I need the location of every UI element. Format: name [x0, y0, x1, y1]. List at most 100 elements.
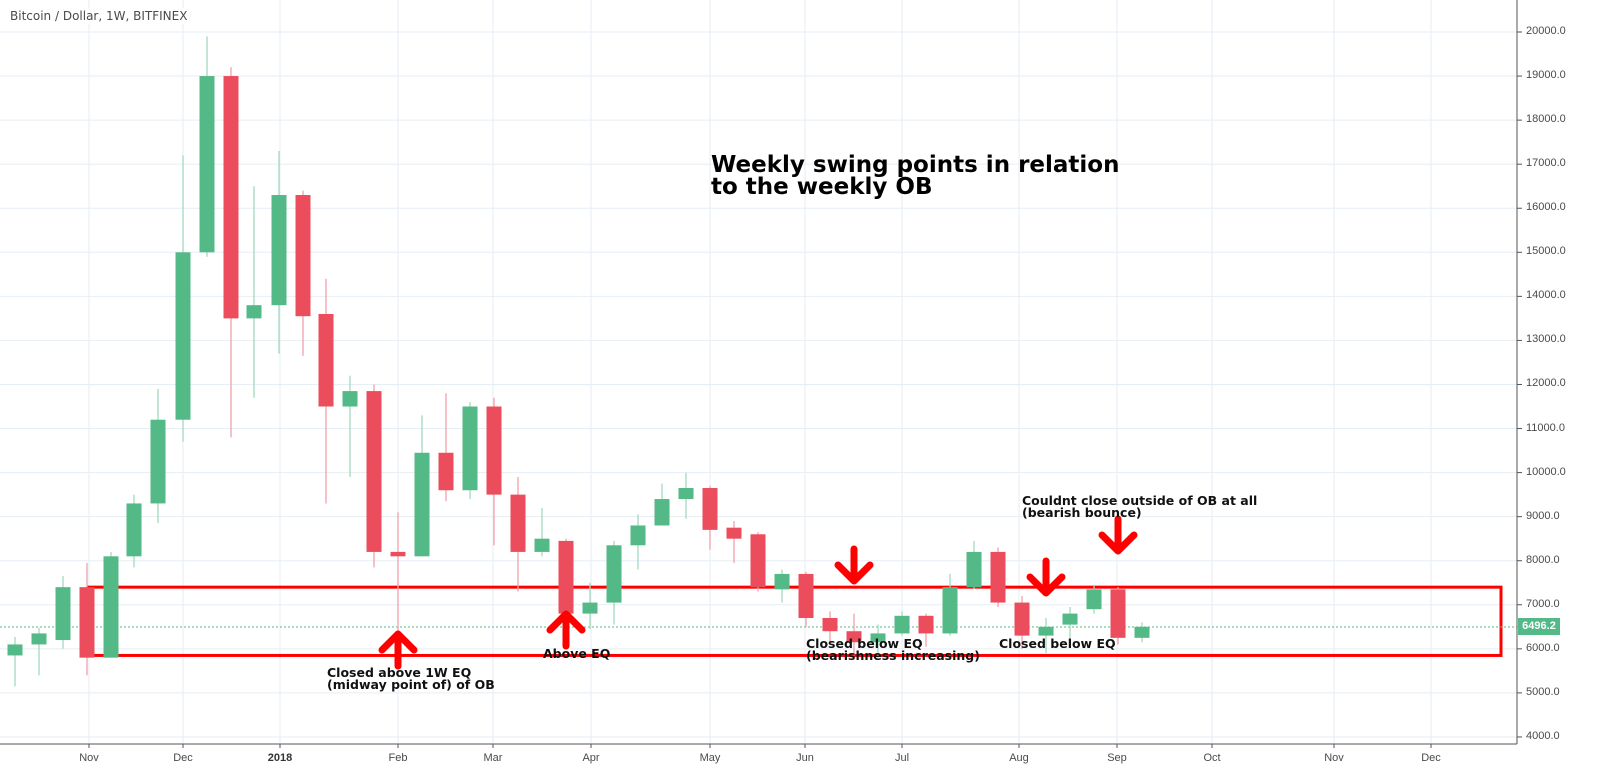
candle-bullish[interactable] [654, 483, 670, 526]
candle-bearish[interactable] [822, 611, 838, 643]
price-axis-label: 5000.0 [1526, 685, 1560, 698]
candle-bearish[interactable] [366, 384, 382, 568]
candle-bearish[interactable] [918, 613, 934, 647]
candle-bullish[interactable] [942, 573, 958, 636]
annotation-above-eq[interactable]: Above EQ [543, 646, 611, 661]
candle-body [390, 551, 406, 557]
candle-bullish[interactable] [966, 540, 982, 590]
candle-bearish[interactable] [798, 571, 814, 627]
arrow-down-icon[interactable] [1098, 515, 1138, 555]
candle-bullish[interactable] [678, 472, 694, 519]
price-axis-label: 14000.0 [1526, 289, 1566, 302]
candles[interactable] [7, 36, 1150, 687]
candle-body [271, 195, 287, 306]
annotation-closed-below-eq[interactable]: Closed below EQ [999, 636, 1116, 651]
candle-bearish[interactable] [750, 532, 766, 592]
candle-bullish[interactable] [1134, 622, 1150, 643]
candle-body [55, 587, 71, 641]
candle-bearish[interactable] [846, 613, 862, 656]
candle-bearish[interactable] [726, 521, 742, 563]
candle-bearish[interactable] [79, 562, 95, 676]
candle-body [534, 538, 550, 552]
candle-bullish[interactable] [246, 186, 262, 398]
candle-bullish[interactable] [582, 582, 598, 630]
candle-bearish[interactable] [390, 512, 406, 649]
candle-bearish[interactable] [223, 67, 239, 438]
time-axis-label: May [699, 752, 721, 764]
candle-bullish[interactable] [175, 155, 191, 442]
candle-body [966, 551, 982, 588]
candle-bullish[interactable] [534, 507, 550, 557]
annotation-closed-below-eq-bearishness[interactable]: Closed below EQ (bearishness increasing) [806, 636, 980, 663]
candle-bearish[interactable] [510, 477, 526, 592]
candle-bearish[interactable] [1014, 595, 1030, 649]
candle-bearish[interactable] [438, 393, 454, 502]
candle-body [774, 573, 790, 590]
time-axis-label: Nov [1324, 752, 1344, 764]
candle-body [582, 602, 598, 614]
candle-bullish[interactable] [342, 375, 358, 478]
time-axis-label: Jun [796, 752, 814, 764]
candle-body [414, 452, 430, 557]
candle-body [870, 633, 886, 643]
time-axis-label: Oct [1203, 752, 1221, 764]
arrow-up-icon[interactable] [546, 610, 586, 650]
candle-bearish[interactable] [990, 547, 1006, 607]
arrow-up-icon[interactable] [378, 630, 418, 670]
candle-body [606, 545, 622, 603]
order-block-box[interactable] [87, 585, 1503, 657]
candle-bullish[interactable] [1062, 606, 1078, 638]
candle-body [702, 488, 718, 530]
annotation-couldnt-close-outside[interactable]: Couldnt close outside of OB at all (bear… [1022, 493, 1258, 520]
candle-bearish[interactable] [318, 278, 334, 504]
price-axis-label: 19000.0 [1526, 69, 1566, 82]
candle-bullish[interactable] [55, 576, 71, 649]
candle-body [366, 391, 382, 552]
candle-bullish[interactable] [150, 388, 166, 524]
price-axis-label: 15000.0 [1526, 245, 1566, 258]
candle-bearish[interactable] [295, 190, 311, 356]
candle-bullish[interactable] [271, 150, 287, 354]
candle-bullish[interactable] [894, 611, 910, 636]
candle-body [630, 525, 646, 546]
candle-bullish[interactable] [7, 636, 23, 687]
time-axis-label: Mar [483, 752, 503, 764]
candle-bullish[interactable] [103, 551, 119, 658]
candle-bearish[interactable] [486, 397, 502, 546]
candle-bullish[interactable] [606, 540, 622, 625]
arrow-down-icon[interactable] [1026, 557, 1066, 597]
price-axis-label: 13000.0 [1526, 333, 1566, 346]
candle-bullish[interactable] [199, 36, 215, 257]
time-axis-label: Nov [79, 752, 99, 764]
arrow-down-icon[interactable] [834, 545, 874, 585]
candle-bullish[interactable] [630, 514, 646, 570]
candle-bullish[interactable] [1086, 584, 1102, 614]
annotation-arrows[interactable] [378, 515, 1138, 670]
candle-bullish[interactable] [31, 627, 47, 676]
chart-annotation-title[interactable]: Weekly swing points in relation to the w… [711, 152, 1120, 200]
candle-bullish[interactable] [870, 624, 886, 658]
price-axis-label: 20000.0 [1526, 25, 1566, 37]
candle-body [7, 644, 23, 656]
candle-body [175, 252, 191, 420]
candle-bullish[interactable] [774, 569, 790, 603]
candle-body [918, 615, 934, 634]
annotation-closed-above-1w-eq[interactable]: Closed above 1W EQ (midway point of) of … [327, 665, 495, 692]
price-axis-label: 8000.0 [1526, 553, 1560, 566]
candle-bullish[interactable] [1038, 617, 1054, 654]
price-axis-label: 16000.0 [1526, 201, 1566, 214]
candle-bearish[interactable] [702, 485, 718, 550]
candle-bullish[interactable] [462, 402, 478, 500]
candle-bullish[interactable] [414, 415, 430, 557]
order-block-rectangle[interactable] [87, 585, 1503, 657]
price-axis-label: 17000.0 [1526, 157, 1566, 170]
candle-body [79, 587, 95, 658]
candle-bullish[interactable] [126, 494, 142, 568]
candle-bearish[interactable] [1110, 587, 1126, 645]
candle-body [246, 305, 262, 319]
candle-body [726, 527, 742, 539]
candle-body [342, 391, 358, 407]
candle-body [510, 494, 526, 552]
candle-bearish[interactable] [558, 538, 574, 625]
